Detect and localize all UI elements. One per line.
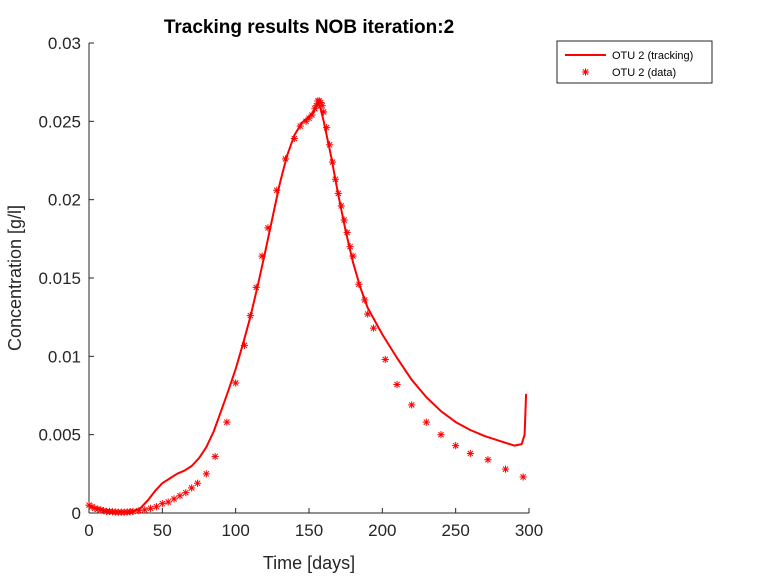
data-point-marker <box>158 500 166 508</box>
data-point-marker <box>202 470 210 478</box>
y-ticks: 0 0.005 0.01 0.015 0.02 0.025 0.03 <box>38 34 94 523</box>
y-tick-label: 0.03 <box>48 34 81 53</box>
data-point-marker <box>252 283 260 291</box>
data-point-marker <box>369 324 378 332</box>
data-point-marker <box>318 102 326 110</box>
data-point-marker <box>232 379 240 387</box>
y-tick-label: 0.02 <box>48 191 81 210</box>
data-point-marker <box>141 506 149 514</box>
x-ticks: 0 50 100 150 200 250 300 <box>84 508 543 540</box>
data-point-marker <box>381 355 389 364</box>
data-point-marker <box>328 158 337 166</box>
legend-star-marker <box>581 68 590 76</box>
data-point-marker <box>337 202 345 210</box>
legend: OTU 2 (tracking) OTU 2 (data) <box>556 40 713 84</box>
data-point-marker <box>211 453 219 461</box>
data-point-marker <box>484 456 492 464</box>
series-line-tracking <box>88 101 528 514</box>
data-point-marker <box>349 252 357 260</box>
series-markers-data <box>85 97 527 516</box>
legend-label-data: OTU 2 (data) <box>612 67 676 79</box>
data-point-marker <box>361 296 369 304</box>
data-point-marker <box>364 310 372 318</box>
data-point-marker <box>223 418 231 426</box>
data-point-marker <box>466 449 474 458</box>
data-point-marker <box>147 504 155 512</box>
data-point-marker <box>240 341 249 349</box>
data-point-marker <box>422 418 430 426</box>
x-tick-label: 50 <box>153 521 172 540</box>
data-point-marker <box>393 380 401 389</box>
data-point-marker <box>164 498 172 506</box>
data-point-marker <box>182 489 190 497</box>
y-tick-label: 0.01 <box>48 347 81 366</box>
data-point-marker <box>170 495 178 503</box>
legend-label-tracking: OTU 2 (tracking) <box>612 50 693 62</box>
data-point-marker <box>193 479 202 487</box>
data-point-marker <box>452 442 460 450</box>
y-tick-label: 0.025 <box>38 112 81 131</box>
x-axis-label: Time [days] <box>263 553 355 573</box>
data-point-marker <box>334 189 342 197</box>
legend-box <box>556 40 713 84</box>
y-tick-label: 0.015 <box>38 269 81 288</box>
legend-marker-swatch <box>581 68 590 76</box>
data-point-marker <box>305 114 313 122</box>
x-tick-label: 250 <box>441 521 469 540</box>
data-point-marker <box>355 280 363 288</box>
data-point-marker <box>340 216 348 224</box>
data-point-marker <box>320 108 328 116</box>
data-point-marker <box>188 484 196 492</box>
x-tick-label: 100 <box>221 521 249 540</box>
y-tick-label: 0 <box>72 504 81 523</box>
y-axis-label: Concentration [g/l] <box>5 205 25 351</box>
data-point-marker <box>258 252 266 260</box>
plot-area <box>89 43 529 513</box>
data-point-marker <box>343 228 351 237</box>
y-tick-label: 0.005 <box>38 426 81 445</box>
x-tick-label: 0 <box>84 521 93 540</box>
x-tick-label: 300 <box>515 521 543 540</box>
data-point-marker <box>296 122 304 130</box>
data-point-marker <box>281 155 290 163</box>
plot-axes: 0 50 100 150 200 250 300 0 0.005 0.01 0.015 0.02 0.… <box>38 34 543 540</box>
data-point-marker <box>331 175 339 183</box>
data-point-marker <box>308 111 316 119</box>
data-point-marker <box>290 134 298 143</box>
data-point-marker <box>129 507 137 516</box>
x-tick-label: 150 <box>295 521 323 540</box>
data-point-marker <box>264 224 272 232</box>
data-point-marker <box>346 243 354 251</box>
data-point-marker <box>408 401 416 409</box>
series-layer <box>85 97 528 516</box>
x-tick-label: 200 <box>368 521 396 540</box>
data-point-marker <box>176 492 184 500</box>
data-point-marker <box>273 186 281 194</box>
data-point-marker <box>437 431 445 439</box>
data-point-marker <box>519 473 527 481</box>
data-point-marker <box>323 124 331 132</box>
data-point-marker <box>135 507 143 515</box>
data-point-marker <box>325 141 334 149</box>
data-point-marker <box>311 105 319 113</box>
data-point-marker <box>246 312 254 320</box>
data-point-marker <box>152 503 161 511</box>
data-point-marker <box>501 465 510 473</box>
chart-title: Tracking results NOB iteration:2 <box>164 17 454 38</box>
